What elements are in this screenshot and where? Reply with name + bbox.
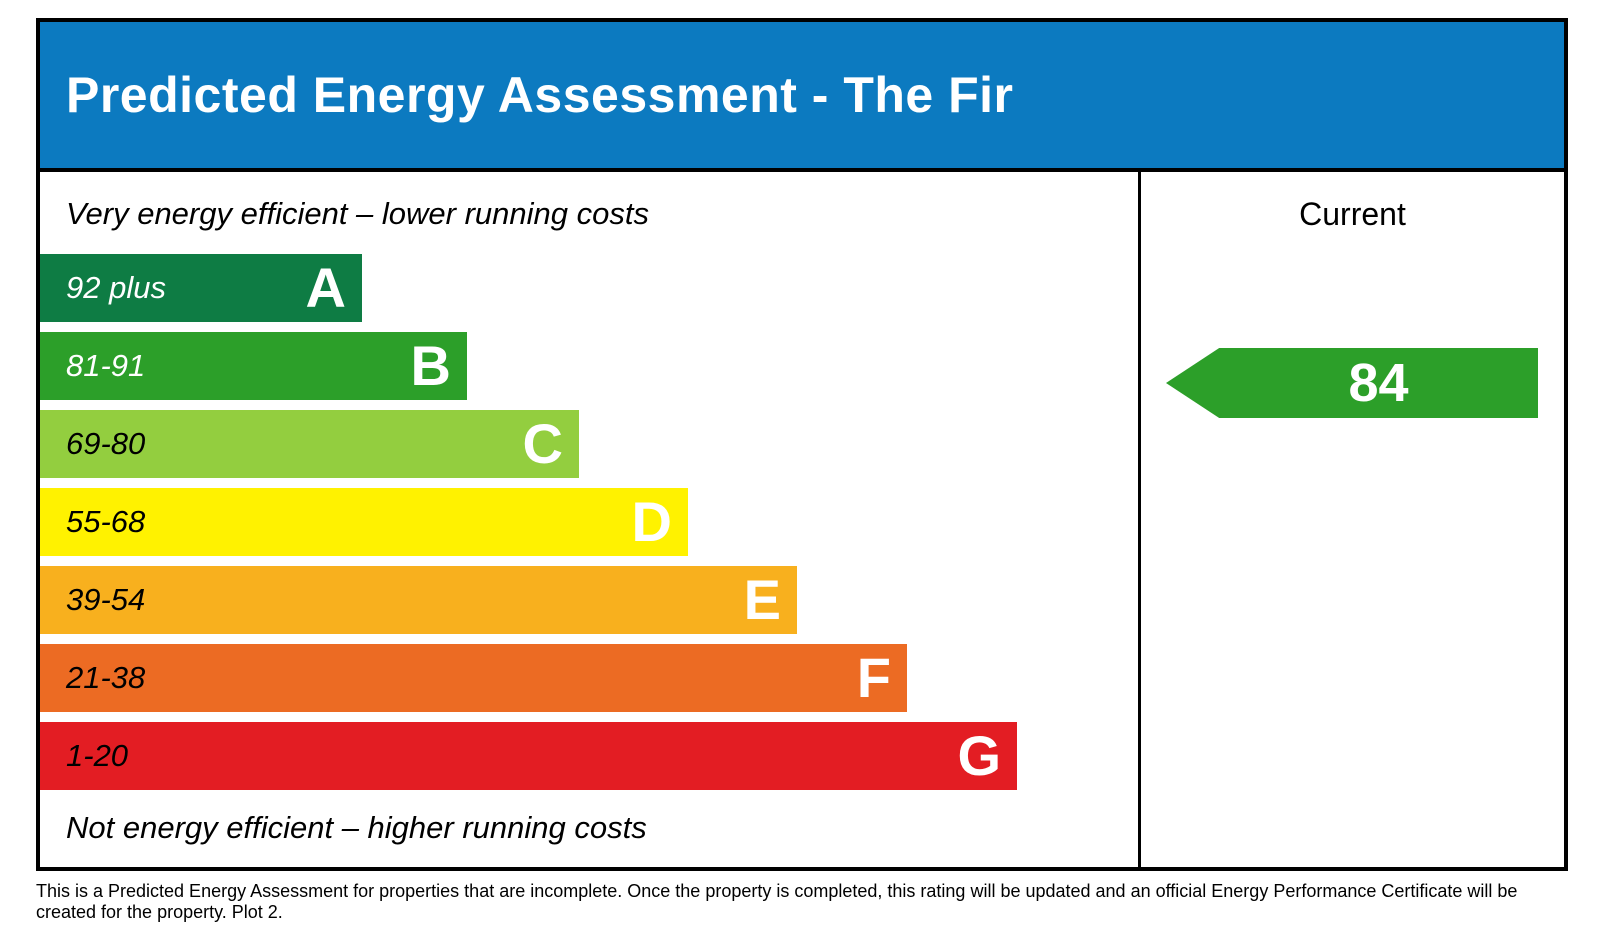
band-g-range: 1-20 (66, 738, 129, 773)
band-e-letter: E (743, 568, 781, 631)
band-f-range: 21-38 (66, 660, 146, 695)
bottom-caption: Not energy efficient – higher running co… (66, 810, 647, 845)
current-rating-value: 84 (1348, 353, 1409, 413)
band-b-letter: B (410, 334, 451, 397)
band-g-letter: G (957, 724, 1001, 787)
current-column: Current 84 (1141, 172, 1564, 867)
rating-chart: Very energy efficient – lower running co… (40, 172, 1564, 867)
band-b-range: 81-91 (66, 348, 146, 383)
band-d-range: 55-68 (66, 504, 146, 539)
current-rating-arrow: 84 (1166, 348, 1538, 418)
band-c-range: 69-80 (66, 426, 146, 461)
bands-list: 92 plus A 81-91 B 69-80 C 55-68 D 39-54 (40, 254, 1138, 790)
band-g: 1-20 G (40, 722, 1017, 790)
top-caption: Very energy efficient – lower running co… (66, 196, 649, 231)
band-e-range: 39-54 (66, 582, 146, 617)
bands-column: Very energy efficient – lower running co… (40, 172, 1138, 867)
band-e: 39-54 E (40, 566, 797, 634)
band-c-letter: C (522, 412, 563, 475)
band-f: 21-38 F (40, 644, 907, 712)
epc-certificate-box: Predicted Energy Assessment - The Fir Ve… (36, 18, 1568, 871)
band-c: 69-80 C (40, 410, 579, 478)
band-a: 92 plus A (40, 254, 362, 322)
band-d-letter: D (631, 490, 672, 553)
page-title: Predicted Energy Assessment - The Fir (66, 67, 1014, 123)
band-d: 55-68 D (40, 488, 688, 556)
band-b: 81-91 B (40, 332, 467, 400)
band-a-letter: A (305, 256, 346, 319)
header: Predicted Energy Assessment - The Fir (40, 22, 1564, 172)
current-column-header: Current (1299, 196, 1406, 232)
band-f-letter: F (856, 646, 891, 709)
footer-disclaimer: This is a Predicted Energy Assessment fo… (36, 881, 1518, 922)
band-a-range: 92 plus (66, 270, 166, 305)
column-divider (1138, 172, 1141, 867)
